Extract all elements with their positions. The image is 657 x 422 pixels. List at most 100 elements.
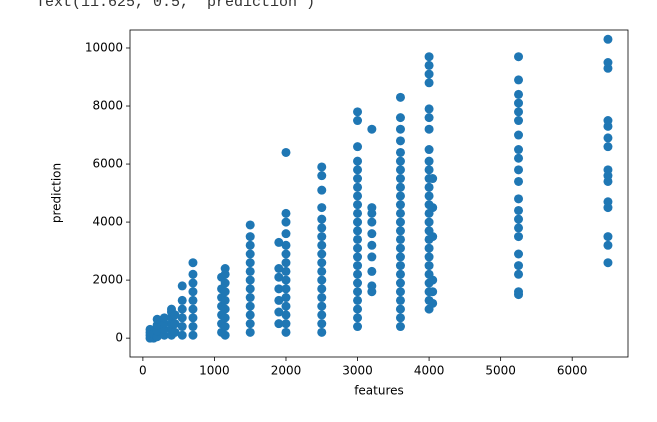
point [188, 287, 198, 297]
point [274, 264, 284, 274]
point [424, 182, 434, 192]
x-tick-label: 1000 [199, 364, 230, 378]
point [514, 52, 524, 62]
point [424, 156, 434, 166]
point [353, 278, 363, 288]
point [281, 240, 291, 250]
point [395, 124, 405, 134]
point [317, 275, 327, 285]
point [424, 69, 434, 79]
point [281, 319, 291, 329]
point [245, 258, 255, 268]
point [170, 327, 180, 337]
point [367, 217, 377, 227]
point [274, 284, 284, 294]
point [245, 266, 255, 276]
point [395, 113, 405, 123]
point [353, 252, 363, 262]
point [367, 203, 377, 213]
point [395, 287, 405, 297]
point [281, 208, 291, 218]
point [367, 281, 377, 291]
point [514, 145, 524, 155]
point [245, 249, 255, 259]
point [514, 130, 524, 140]
point [424, 217, 434, 227]
point [395, 234, 405, 244]
point [353, 142, 363, 152]
point [395, 269, 405, 279]
point [353, 200, 363, 210]
point [395, 174, 405, 184]
point [603, 57, 613, 67]
point [395, 191, 405, 201]
point [395, 156, 405, 166]
point [317, 327, 327, 337]
point [514, 269, 524, 279]
y-tick-label: 2000 [92, 273, 123, 287]
y-tick-label: 10000 [85, 40, 123, 54]
point [245, 240, 255, 250]
point [353, 191, 363, 201]
point [317, 223, 327, 233]
point [170, 310, 180, 320]
point [177, 313, 187, 323]
point [514, 287, 524, 297]
point [317, 284, 327, 294]
point [395, 261, 405, 271]
point [245, 293, 255, 303]
point [317, 310, 327, 320]
point [353, 261, 363, 271]
point [367, 240, 377, 250]
point [428, 275, 438, 285]
point [317, 293, 327, 303]
point [428, 287, 438, 297]
point [424, 60, 434, 70]
point [514, 165, 524, 175]
y-tick-label: 8000 [92, 99, 123, 113]
point [395, 92, 405, 102]
point [188, 258, 198, 268]
y-tick-label: 4000 [92, 215, 123, 229]
point [395, 313, 405, 323]
point [317, 214, 327, 224]
point [188, 295, 198, 305]
point [395, 217, 405, 227]
point [281, 249, 291, 259]
point [188, 304, 198, 314]
point [245, 301, 255, 311]
point [603, 258, 613, 268]
point [514, 261, 524, 271]
x-tick-label: 2000 [271, 364, 302, 378]
point [603, 133, 613, 143]
point [395, 322, 405, 332]
point [281, 217, 291, 227]
point [395, 226, 405, 236]
point [603, 34, 613, 44]
point [428, 298, 438, 308]
output-text: Text(11.625, 0.5, 'prediction') [36, 0, 315, 11]
point [395, 147, 405, 157]
point [514, 214, 524, 224]
point [317, 203, 327, 213]
point [220, 295, 230, 305]
point [603, 197, 613, 207]
x-tick-label: 6000 [557, 364, 588, 378]
point [281, 266, 291, 276]
point [245, 310, 255, 320]
point [317, 249, 327, 259]
point [603, 165, 613, 175]
point [603, 232, 613, 242]
point [353, 269, 363, 279]
point [220, 313, 230, 323]
point [514, 153, 524, 163]
point [245, 327, 255, 337]
point [177, 322, 187, 332]
point [353, 313, 363, 323]
point [177, 295, 187, 305]
x-tick-label: 5000 [485, 364, 516, 378]
point [395, 295, 405, 305]
point [367, 124, 377, 134]
